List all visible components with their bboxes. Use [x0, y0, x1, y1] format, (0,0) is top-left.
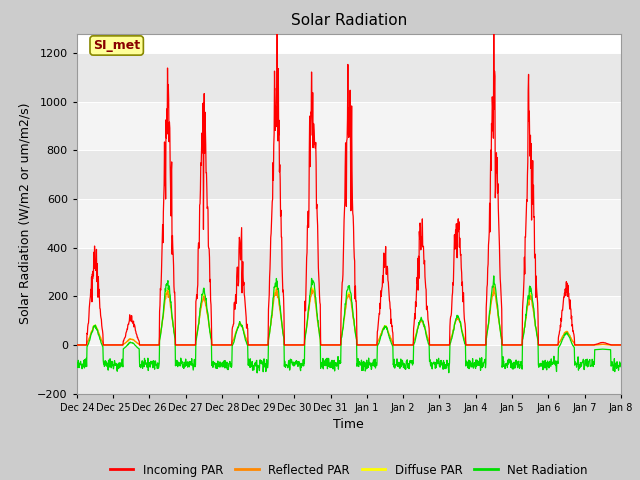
Title: Solar Radiation: Solar Radiation: [291, 13, 407, 28]
Bar: [77, 199, 621, 248]
Bar: [77, 150, 621, 199]
Bar: [77, 53, 621, 102]
Y-axis label: Solar Radiation (W/m2 or um/m2/s): Solar Radiation (W/m2 or um/m2/s): [19, 103, 32, 324]
Bar: [77, 345, 621, 394]
Text: SI_met: SI_met: [93, 39, 140, 52]
X-axis label: Time: Time: [333, 418, 364, 431]
Bar: [77, 102, 621, 150]
Bar: [77, 296, 621, 345]
Legend: Incoming PAR, Reflected PAR, Diffuse PAR, Net Radiation: Incoming PAR, Reflected PAR, Diffuse PAR…: [105, 459, 593, 480]
Bar: [77, 248, 621, 296]
